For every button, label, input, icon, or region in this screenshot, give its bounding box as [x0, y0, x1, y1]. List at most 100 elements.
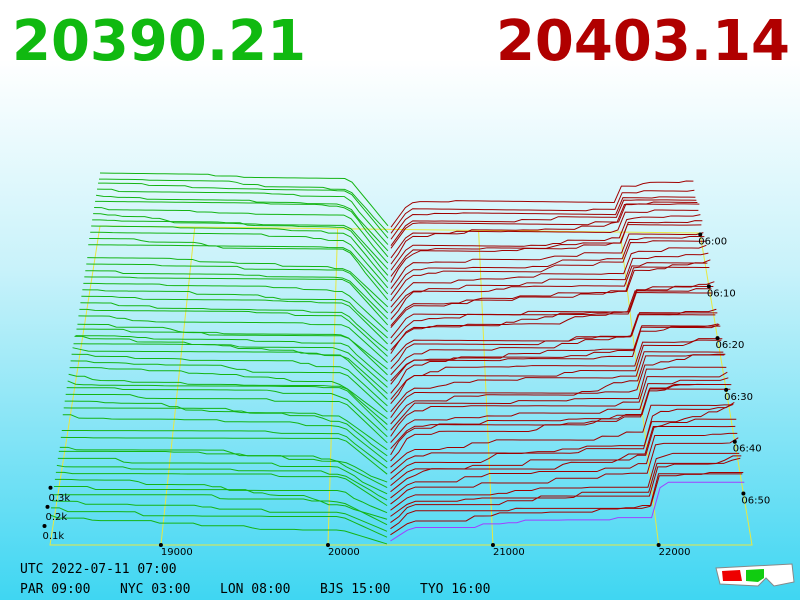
- bid-curve: [89, 237, 389, 295]
- ask-curve: [390, 244, 707, 308]
- bid-curve: [86, 263, 389, 314]
- bid-curve: [77, 323, 388, 370]
- ask-curve: [390, 351, 724, 413]
- ask-curve: [390, 252, 709, 320]
- ask-curve: [390, 437, 739, 505]
- grid-line: [619, 232, 660, 546]
- bid-curve: [90, 231, 389, 289]
- depth-label: 0.1k: [43, 531, 65, 542]
- bid-curve: [75, 335, 388, 382]
- bid-curve: [56, 464, 388, 501]
- bid-curve: [93, 213, 389, 270]
- bid-curve: [97, 188, 389, 245]
- axis-labels: 19000 20000 21000 22000 0.3k 0.2k 0.1k 06:00 06:…: [42, 232, 770, 558]
- time-label: 06:50: [741, 496, 770, 507]
- bid-curve: [49, 514, 388, 545]
- bid-curve: [58, 450, 388, 489]
- ask-curve: [390, 383, 732, 462]
- bid-curve: [66, 387, 388, 438]
- bid-curve: [71, 353, 388, 407]
- time-label: 06:20: [716, 340, 745, 351]
- bid-curve: [70, 360, 388, 413]
- zone-time: LON 08:00: [220, 582, 290, 597]
- bid-curve: [83, 282, 388, 332]
- tick-dot: [45, 504, 50, 509]
- time-label: 06:10: [707, 288, 736, 299]
- ask-curve: [390, 452, 740, 511]
- price-label: 20000: [328, 547, 360, 558]
- bid-curve: [87, 257, 389, 308]
- floor-outline: [49, 225, 753, 546]
- bid-curve: [84, 276, 389, 326]
- bid-curve: [82, 289, 388, 339]
- tick-dot: [741, 491, 746, 496]
- bid-curve: [95, 200, 389, 258]
- ask-curve: [390, 266, 710, 326]
- ask-curve: [390, 214, 701, 271]
- ask-price: 20403.14: [496, 9, 790, 74]
- ask-curve: [390, 377, 729, 443]
- bid-curve: [81, 295, 388, 345]
- price-label: 22000: [659, 547, 691, 558]
- bid-curve: [57, 457, 388, 495]
- ask-curve: [390, 366, 727, 431]
- bid-curve: [62, 414, 388, 463]
- time-zones: PAR 09:00 NYC 03:00 LON 08:00 BJS 15:00 TYO …: [20, 582, 490, 597]
- ask-curve: [390, 418, 737, 493]
- bid-curve: [91, 225, 389, 282]
- ask-curve: [390, 196, 696, 240]
- tick-dot: [325, 543, 330, 547]
- bid-curve: [54, 478, 388, 514]
- ask-curve: [390, 354, 725, 418]
- bid-curve: [73, 343, 388, 394]
- ask-curve: [390, 281, 715, 354]
- ask-curve: [390, 232, 704, 290]
- bid-curve: [52, 494, 388, 526]
- tick-dot: [48, 485, 53, 490]
- bid-curve: [69, 367, 388, 420]
- bid-curve: [78, 315, 388, 363]
- bid-curve: [95, 194, 389, 252]
- ask-curve: [390, 235, 705, 296]
- ask-curve: [390, 481, 745, 542]
- bid-curve: [61, 429, 388, 469]
- tick-dot: [698, 232, 703, 237]
- bid-curve: [68, 373, 388, 425]
- ask-curve: [390, 240, 706, 302]
- bid-curve: [98, 182, 389, 239]
- bid-curve: [92, 219, 389, 276]
- ask-curve: [390, 285, 714, 351]
- ask-curve: [390, 312, 718, 376]
- ask-curve: [390, 203, 700, 265]
- grid-line: [478, 230, 494, 546]
- depth-label: 0.2k: [46, 512, 68, 523]
- ask-curve: [390, 371, 728, 437]
- tick-dot: [42, 524, 47, 529]
- bid-curve: [74, 335, 388, 388]
- ask-curve: [390, 292, 713, 345]
- tick-dot: [732, 439, 737, 444]
- bid-curve: [94, 206, 389, 264]
- price-label: 21000: [493, 547, 525, 558]
- zone-time: BJS 15:00: [320, 582, 390, 597]
- ask-curve: [390, 403, 734, 474]
- ask-curve: [390, 259, 711, 328]
- bid-curve: [65, 393, 388, 444]
- ask-curve: [390, 325, 721, 394]
- tick-dot: [724, 387, 729, 392]
- bid-curve: [88, 244, 389, 301]
- depth-label: 0.3k: [49, 493, 71, 504]
- bid-curve: [99, 178, 389, 233]
- bid-curve: [55, 471, 388, 507]
- zone-time: PAR 09:00: [20, 582, 90, 597]
- ask-curve: [390, 220, 703, 283]
- 3d-glasses-icon: [715, 563, 795, 587]
- ask-curve: [390, 472, 744, 536]
- time-label: 06:00: [698, 237, 727, 248]
- ask-curve: [390, 199, 697, 246]
- bid-curve: [99, 172, 389, 227]
- utc-time: UTC 2022-07-11 07:00: [20, 562, 177, 577]
